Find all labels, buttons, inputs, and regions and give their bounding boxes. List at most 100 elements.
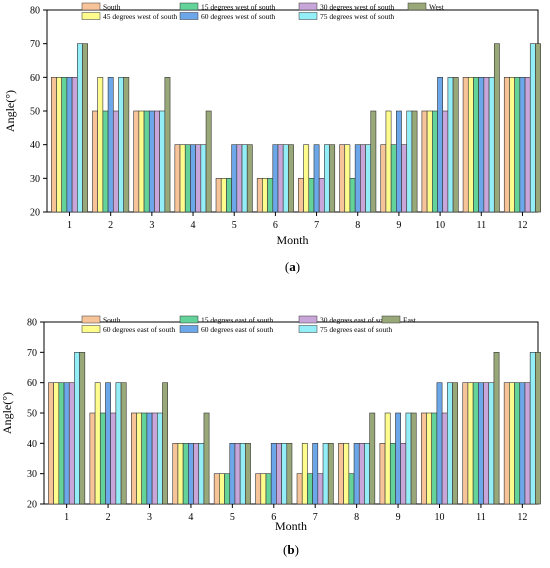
bar [301,443,308,505]
bar [442,110,449,213]
bar [156,412,163,505]
y-tick-label: 30 [27,469,37,480]
bar [256,178,263,213]
bar [405,412,412,505]
legend-label: 60 degrees west of south [201,12,275,21]
bar [141,412,148,505]
figure-caption: (a) [285,259,300,274]
legend-swatch [81,2,101,11]
bar [172,443,179,505]
bar [174,144,181,213]
bar [179,144,186,213]
legend-swatch [81,315,101,324]
bar [379,443,386,505]
bar [71,77,78,213]
bar [535,43,541,213]
bar [236,144,243,213]
bar [483,382,490,505]
figure-caption: (b) [283,542,299,557]
bar [177,443,184,505]
y-tick-label: 80 [30,6,40,17]
y-tick-label: 40 [27,439,37,450]
bar [493,43,500,213]
bar [406,110,413,213]
bar [348,473,355,505]
bar [130,412,137,505]
x-tick-label: 3 [147,512,152,523]
bar [365,144,372,213]
bar [229,443,236,505]
bar [58,382,65,505]
bar [74,352,80,505]
bar [231,144,238,213]
legend-swatch [179,315,199,324]
bar [426,110,433,213]
bar [390,144,397,213]
bar [358,443,365,505]
bar [360,144,366,213]
bar [61,77,68,213]
x-tick-label: 12 [517,220,527,231]
legend-swatch [179,325,199,333]
bar [102,110,109,213]
bar [200,144,207,213]
bar [298,178,304,213]
y-tick-label: 30 [30,174,40,185]
bar [478,77,485,213]
bar [535,352,541,505]
x-tick-label: 5 [230,512,235,523]
bar [307,473,313,505]
bar [146,412,153,505]
bar [48,382,54,505]
bar [53,382,60,505]
bar [339,144,346,213]
bar [56,77,63,213]
bar [437,77,443,213]
bar [472,382,479,505]
legend-label: West [429,3,445,12]
legend-label: 15 degrees east of south [201,316,273,325]
bar [151,412,158,505]
bar [389,443,396,505]
bar [318,178,325,213]
x-tick-label: 11 [476,512,486,523]
bar [452,77,459,213]
x-tick-label: 7 [314,220,319,231]
bar [462,77,469,213]
bar [245,443,251,505]
y-tick-label: 60 [27,378,37,389]
bar [66,77,73,213]
bar [296,473,303,505]
bar [198,443,205,505]
bar [276,443,282,505]
bar [272,144,279,213]
bar [411,110,418,213]
legend-label: 60 degrees east of south [103,325,175,334]
bar [436,382,443,505]
bar [317,473,324,505]
legend-label: 30 degrees west of south [320,3,394,12]
legend-label: South [103,316,121,325]
bar [159,110,166,213]
bar [483,77,490,213]
bar [410,412,417,505]
bar [431,110,438,213]
bar [524,77,531,213]
x-tick-label: 4 [188,512,193,523]
bar [467,382,474,505]
x-tick-label: 1 [64,512,69,523]
x-tick-label: 9 [396,220,401,231]
bar [420,412,427,505]
bar [401,144,408,213]
legend-label: 15 degrees west of south [201,3,275,12]
bar [188,443,194,505]
bar [426,412,432,505]
bar [509,382,515,505]
legend-label: 45 degrees west of south [103,12,177,21]
bar [488,77,495,213]
legend-swatch [179,12,199,20]
x-tick-label: 2 [106,512,111,523]
x-tick-label: 1 [67,220,72,231]
